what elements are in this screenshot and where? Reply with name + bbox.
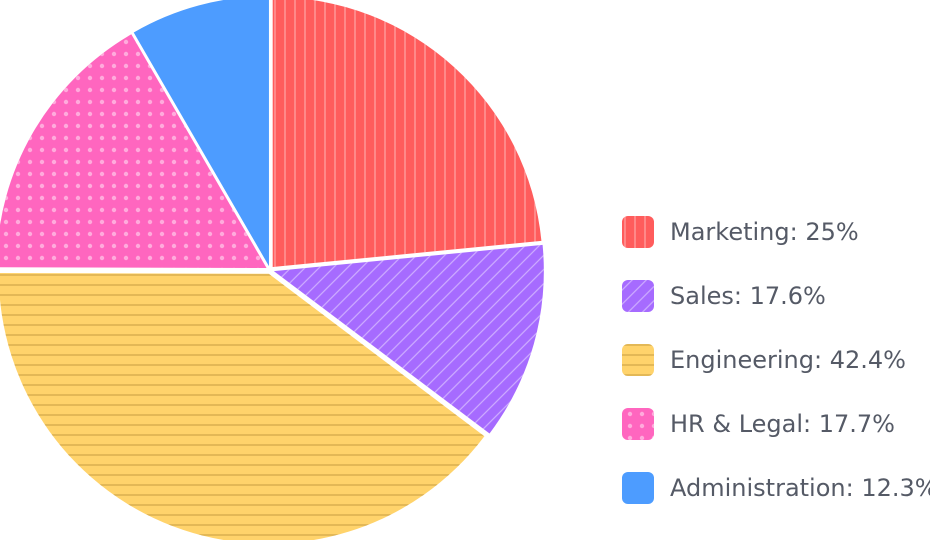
legend-swatch-administration [622,472,654,504]
legend-item-marketing: Marketing: 25% [622,216,859,248]
legend-item-hr-legal: HR & Legal: 17.7% [622,408,895,440]
legend-item-sales: Sales: 17.6% [622,280,826,312]
pie-slice-hr-legal [0,34,267,268]
legend-label-marketing: Marketing: 25% [670,218,859,246]
legend: Marketing: 25% Sales: 17.6% Engineering: 4… [622,216,930,504]
pie-slice-engineering [0,272,485,540]
legend-item-administration: Administration: 12.3% [622,472,930,504]
legend-label-engineering: Engineering: 42.4% [670,346,906,374]
legend-label-administration: Administration: 12.3% [670,474,930,502]
pie-slice-administration [133,0,269,267]
legend-label-hr-legal: HR & Legal: 17.7% [670,410,895,438]
pie-slices [0,0,544,540]
pie-slice-sales [273,244,544,434]
pie-slice-marketing [272,0,542,268]
legend-label-sales: Sales: 17.6% [670,282,826,310]
legend-item-engineering: Engineering: 42.4% [622,344,906,376]
